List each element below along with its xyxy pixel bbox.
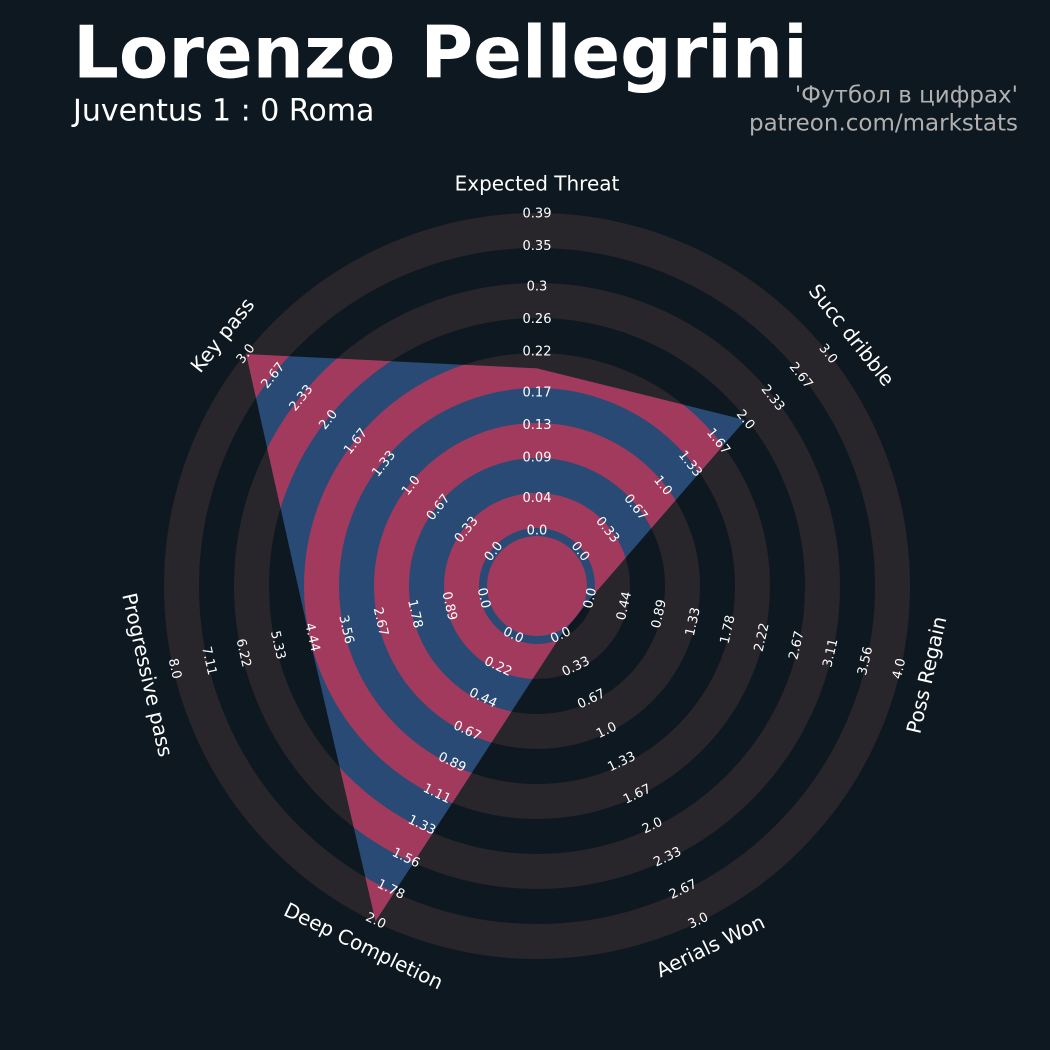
param-label: Expected Threat bbox=[455, 172, 620, 196]
tick-label: 0.39 bbox=[523, 207, 552, 222]
tick-label: 0.22 bbox=[523, 345, 552, 360]
center-disk-overlap bbox=[487, 536, 587, 636]
tick-label: 1.78 bbox=[718, 614, 739, 646]
credit: patreon.com/markstats bbox=[749, 111, 1018, 137]
tick-label: 1.78 bbox=[404, 598, 425, 630]
tick-label: 5.33 bbox=[267, 629, 288, 661]
tick-label: 1.33 bbox=[683, 606, 704, 638]
tick-label: 2.22 bbox=[752, 622, 773, 654]
tick-label: 2.67 bbox=[786, 630, 807, 662]
tick-label: 0.35 bbox=[523, 239, 552, 254]
tick-label: 0.09 bbox=[523, 450, 552, 465]
tick-label: 0.26 bbox=[523, 312, 552, 327]
tick-label: 0.89 bbox=[438, 590, 459, 622]
tick-label: 0.89 bbox=[649, 598, 670, 630]
chart-subtitle: Juventus 1 : 0 Roma bbox=[71, 94, 374, 129]
tick-label: 3.56 bbox=[335, 614, 356, 646]
tick-label: 0.04 bbox=[523, 491, 552, 506]
tick-label: 2.67 bbox=[370, 606, 391, 638]
background-ring bbox=[164, 213, 910, 959]
background-ring bbox=[234, 283, 840, 889]
credit: 'Футбол в цифрах' bbox=[795, 83, 1018, 109]
tick-label: 6.22 bbox=[233, 637, 254, 669]
tick-label: 8.0 bbox=[165, 657, 184, 681]
tick-label: 7.11 bbox=[198, 645, 219, 677]
tick-label: 0.13 bbox=[523, 418, 552, 433]
tick-label: 3.56 bbox=[855, 645, 876, 677]
tick-label: 4.44 bbox=[301, 622, 322, 654]
tick-label: 4.0 bbox=[890, 657, 909, 681]
tick-label: 0.3 bbox=[527, 280, 548, 295]
chart-title: Lorenzo Pellegrini bbox=[73, 11, 808, 95]
tick-label: 3.11 bbox=[820, 637, 841, 669]
tick-label: 0.0 bbox=[527, 524, 548, 539]
tick-label: 0.0 bbox=[474, 586, 493, 610]
tick-label: 0.44 bbox=[614, 590, 635, 622]
tick-label: 0.0 bbox=[581, 586, 600, 610]
tick-label: 0.17 bbox=[523, 385, 552, 400]
